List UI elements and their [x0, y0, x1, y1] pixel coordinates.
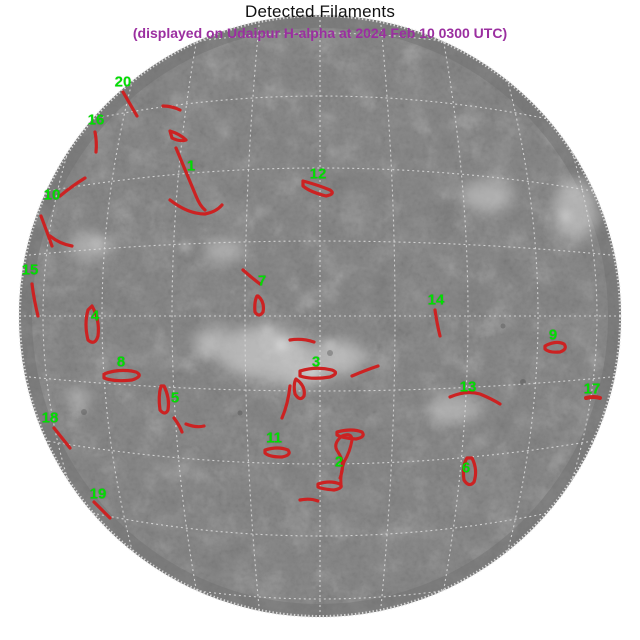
- dark-features: [81, 323, 526, 416]
- filament-contour-extra-d: [292, 377, 306, 401]
- filament-label-4: 4: [90, 307, 100, 325]
- filament-label-8: 8: [116, 353, 126, 371]
- filament-contour-10: [39, 214, 54, 248]
- filament-label-13: 13: [459, 378, 477, 396]
- filament-label-3: 3: [311, 353, 321, 371]
- filament-contour-11: [263, 446, 291, 459]
- filament-label-20: 20: [114, 73, 132, 91]
- filament-label-11: 11: [266, 429, 282, 447]
- filament-contour-extra-e: [288, 337, 316, 344]
- filament-contour-extra-f: [350, 364, 380, 378]
- filament-label-19: 19: [89, 485, 107, 503]
- filament-contours: [30, 90, 602, 520]
- filament-contour-8: [102, 368, 141, 383]
- filament-contour-3: [298, 366, 338, 380]
- filament-label-2: 2: [334, 453, 344, 471]
- filament-contour-extra-i: [316, 480, 343, 492]
- filament-contour-9: [543, 340, 567, 354]
- filament-contour-1b: [168, 198, 224, 216]
- filament-contour-14: [433, 308, 442, 338]
- filament-label-12: 12: [309, 165, 327, 183]
- filament-label-14: 14: [427, 291, 445, 309]
- filament-label-6: 6: [461, 459, 471, 477]
- filament-label-1: 1: [186, 157, 196, 175]
- filament-contour-5: [157, 384, 171, 415]
- filament-label-9: 9: [548, 326, 558, 344]
- filament-contour-10b: [58, 176, 87, 198]
- page-title: Detected Filaments: [244, 2, 396, 21]
- filament-contour-extra-j: [298, 497, 320, 503]
- plage-regions: [64, 180, 597, 422]
- filament-contour-12: [301, 179, 334, 198]
- solar-limb: [18, 14, 622, 618]
- filament-contour-extra-a: [161, 104, 182, 112]
- filament-contour-2: [334, 433, 354, 486]
- filament-contour-extra-k: [184, 422, 206, 429]
- filament-contour-7b: [253, 294, 266, 317]
- filament-contour-15: [30, 282, 40, 318]
- filament-contour-20: [121, 90, 139, 118]
- filament-label-5: 5: [170, 389, 180, 407]
- filament-contour-19: [92, 500, 112, 520]
- filament-contour-16: [93, 130, 98, 154]
- filament-contour-13: [448, 390, 502, 406]
- filament-label-7: 7: [257, 272, 267, 290]
- filament-contour-1: [174, 146, 207, 212]
- filament-contour-17: [584, 395, 602, 400]
- filament-contour-4: [84, 304, 100, 344]
- filament-contour-extra-l: [172, 416, 184, 434]
- filament-contour-extra-c: [48, 234, 74, 248]
- filament-label-17: 17: [583, 380, 601, 398]
- filament-label-16: 16: [87, 111, 105, 129]
- filament-contour-6: [461, 456, 478, 487]
- filament-label-10: 10: [43, 186, 61, 204]
- filament-contour-7: [241, 268, 262, 286]
- filament-contour-18: [52, 426, 72, 450]
- filament-contour-extra-g: [280, 384, 292, 420]
- filament-contour-extra-h: [335, 428, 365, 441]
- filament-label-18: 18: [41, 409, 59, 427]
- page-subtitle: (displayed on Udaipur H-alpha at 2024 Fe…: [132, 25, 508, 41]
- filament-contour-extra-b: [168, 129, 188, 143]
- filament-label-15: 15: [21, 261, 39, 279]
